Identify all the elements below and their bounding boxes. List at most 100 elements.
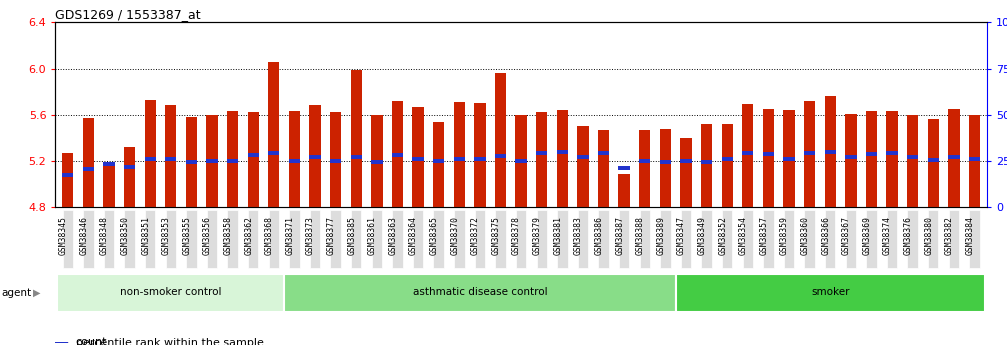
Bar bbox=[949, 155, 960, 159]
Text: GSM38360: GSM38360 bbox=[801, 216, 810, 255]
Bar bbox=[351, 210, 362, 268]
Bar bbox=[927, 119, 939, 207]
Bar bbox=[494, 73, 507, 207]
Bar bbox=[269, 210, 279, 268]
Text: GSM38355: GSM38355 bbox=[182, 216, 191, 255]
Bar bbox=[372, 160, 383, 164]
Bar bbox=[433, 122, 444, 207]
Text: GSM38358: GSM38358 bbox=[224, 216, 233, 255]
Bar bbox=[268, 151, 280, 155]
Text: GSM38346: GSM38346 bbox=[80, 216, 89, 255]
Bar bbox=[722, 157, 733, 160]
Bar bbox=[284, 274, 676, 312]
Bar bbox=[577, 155, 589, 159]
Bar bbox=[742, 210, 753, 268]
Text: GSM38365: GSM38365 bbox=[430, 216, 439, 255]
Bar bbox=[618, 166, 629, 170]
Bar bbox=[84, 210, 94, 268]
Bar bbox=[557, 110, 568, 207]
Bar bbox=[722, 210, 732, 268]
Text: GSM38372: GSM38372 bbox=[471, 216, 480, 255]
Bar bbox=[804, 101, 816, 207]
Bar bbox=[578, 210, 588, 268]
Text: GSM38371: GSM38371 bbox=[285, 216, 294, 255]
Text: GSM38345: GSM38345 bbox=[58, 216, 67, 255]
Bar bbox=[186, 210, 196, 268]
Bar bbox=[722, 124, 733, 207]
Bar bbox=[783, 210, 795, 268]
Text: GSM38361: GSM38361 bbox=[368, 216, 377, 255]
Bar bbox=[413, 210, 423, 268]
Bar bbox=[557, 210, 568, 268]
Bar bbox=[701, 160, 712, 164]
Bar bbox=[124, 210, 135, 268]
Text: GSM38368: GSM38368 bbox=[265, 216, 274, 255]
Bar bbox=[289, 210, 300, 268]
Bar bbox=[557, 150, 568, 154]
Bar bbox=[598, 151, 609, 155]
Bar bbox=[845, 155, 857, 159]
Text: GSM38353: GSM38353 bbox=[162, 216, 171, 255]
Bar bbox=[805, 210, 815, 268]
Text: GSM38376: GSM38376 bbox=[903, 216, 912, 255]
Bar bbox=[62, 173, 74, 177]
Bar bbox=[227, 111, 239, 207]
Text: GSM38381: GSM38381 bbox=[553, 216, 562, 255]
Bar bbox=[185, 117, 197, 207]
Bar bbox=[309, 155, 320, 159]
Bar bbox=[494, 154, 507, 158]
Text: GSM38351: GSM38351 bbox=[141, 216, 150, 255]
Bar bbox=[392, 101, 403, 207]
Text: GSM38370: GSM38370 bbox=[450, 216, 459, 255]
Text: percentile rank within the sample: percentile rank within the sample bbox=[76, 338, 264, 345]
Bar bbox=[310, 210, 320, 268]
Text: GSM38373: GSM38373 bbox=[306, 216, 315, 255]
Text: GSM38347: GSM38347 bbox=[677, 216, 686, 255]
Bar bbox=[887, 210, 897, 268]
Bar bbox=[124, 165, 135, 169]
Bar bbox=[145, 210, 155, 268]
Bar bbox=[165, 157, 176, 160]
Bar bbox=[309, 106, 320, 207]
Bar bbox=[289, 159, 300, 163]
Bar bbox=[701, 124, 712, 207]
Bar bbox=[330, 159, 341, 163]
Text: GSM38363: GSM38363 bbox=[389, 216, 398, 255]
Bar bbox=[681, 159, 692, 163]
Bar bbox=[639, 210, 650, 268]
Bar bbox=[845, 114, 857, 207]
Bar bbox=[825, 210, 836, 268]
Text: GSM38384: GSM38384 bbox=[966, 216, 975, 255]
Bar bbox=[639, 159, 651, 163]
Bar bbox=[55, 341, 66, 342]
Text: count: count bbox=[76, 337, 108, 345]
Text: GSM38377: GSM38377 bbox=[326, 216, 335, 255]
Bar bbox=[536, 151, 548, 155]
Bar bbox=[866, 210, 877, 268]
Text: GSM38374: GSM38374 bbox=[883, 216, 892, 255]
Text: non-smoker control: non-smoker control bbox=[120, 287, 222, 297]
Bar bbox=[804, 151, 816, 155]
Bar bbox=[516, 159, 527, 163]
Bar bbox=[454, 210, 464, 268]
Text: GSM38352: GSM38352 bbox=[718, 216, 727, 255]
Text: ▶: ▶ bbox=[33, 288, 40, 298]
Bar bbox=[886, 111, 897, 207]
Bar bbox=[763, 210, 773, 268]
Bar bbox=[866, 111, 877, 207]
Bar bbox=[907, 155, 918, 159]
Bar bbox=[83, 118, 94, 207]
Bar bbox=[762, 109, 774, 207]
Bar bbox=[248, 153, 259, 157]
Bar bbox=[372, 210, 382, 268]
Bar bbox=[413, 107, 424, 207]
Bar bbox=[681, 210, 691, 268]
Text: GSM38349: GSM38349 bbox=[698, 216, 707, 255]
Bar bbox=[660, 129, 671, 207]
Bar bbox=[433, 210, 444, 268]
Text: GSM38359: GSM38359 bbox=[780, 216, 789, 255]
Bar bbox=[350, 155, 362, 159]
Bar bbox=[453, 157, 465, 160]
Bar bbox=[886, 151, 897, 155]
Text: GSM38386: GSM38386 bbox=[594, 216, 603, 255]
